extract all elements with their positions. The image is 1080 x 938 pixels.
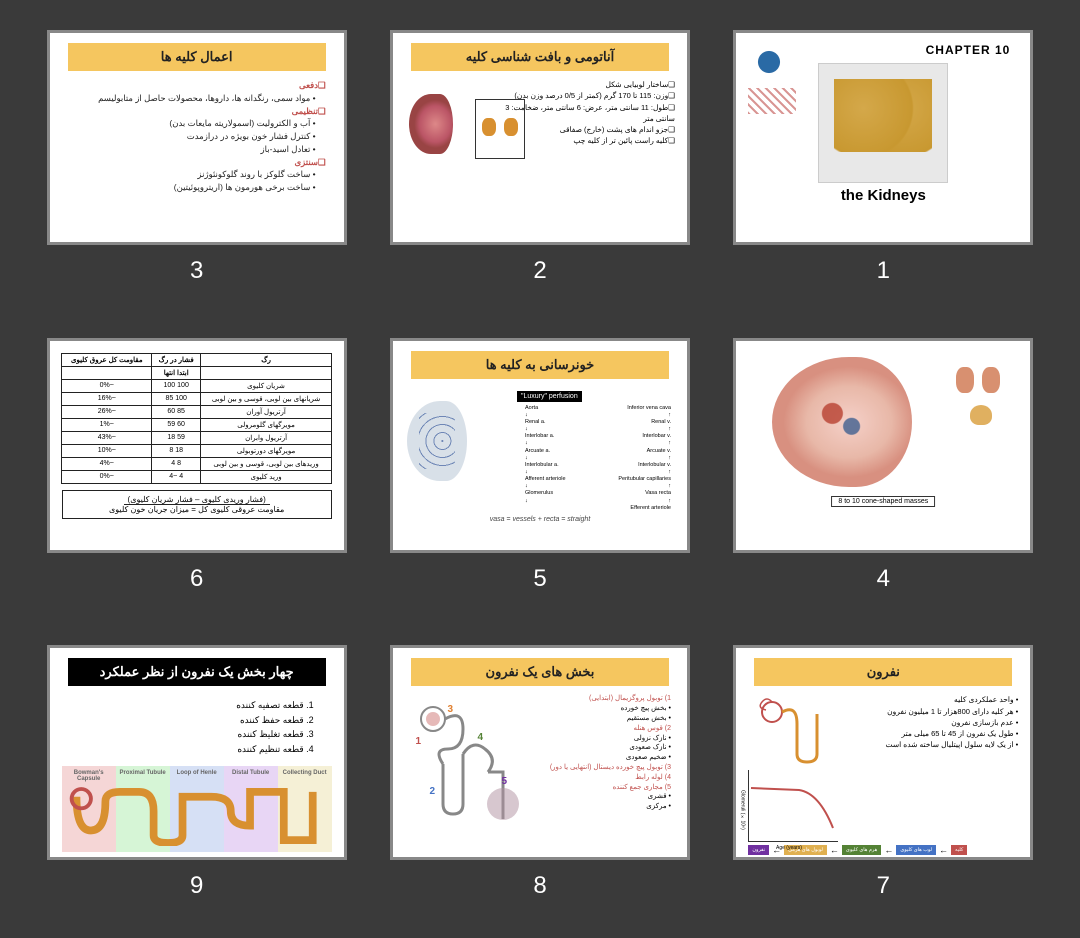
svg-text:4: 4 [477, 732, 483, 743]
kidney-photo [818, 63, 948, 183]
svg-text:5: 5 [501, 776, 507, 787]
nephron-segments: Bowman's CapsuleProximal TubuleLoop of H… [62, 766, 332, 852]
nephron-diagram: 3 1 2 4 5 [403, 694, 533, 824]
slide-title: the Kidneys [736, 187, 1030, 204]
cell-4: 8 to 10 cone-shaped masses 4 [732, 338, 1035, 601]
age-glomeruli-chart: Age (years) Glomeruli (×10⁶) [748, 770, 838, 842]
slide-8[interactable]: بخش های یک نفرون 1) توبول پروگزیمال (ابت… [390, 645, 690, 860]
banner: اعمال کلیه ها [68, 43, 326, 71]
nephron-facts: • واحد عملکردی کلیه• هر کلیه دارای 800هز… [842, 694, 1018, 842]
kidney-vascular-figure [401, 391, 511, 501]
svg-text:1: 1 [415, 736, 421, 747]
dna-icon [748, 88, 796, 114]
function-list: 1. قطعه تصفیه کننده2. قطعه حفظ کننده3. ق… [50, 694, 344, 760]
svg-text:2: 2 [429, 786, 435, 797]
cell-1: CHAPTER 10 the Kidneys 1 [732, 30, 1035, 293]
cell-8: بخش های یک نفرون 1) توبول پروگزیمال (ابت… [388, 645, 691, 908]
slide-4[interactable]: 8 to 10 cone-shaped masses [733, 338, 1033, 553]
banner: آناتومی و بافت شناسی کلیه [411, 43, 669, 71]
svg-text:3: 3 [447, 704, 453, 715]
slide-number: 3 [190, 257, 203, 285]
resistance-table: رگفشار در رگمقاومت کل عروق کلیویابتدا ان… [61, 353, 331, 484]
flow-equation: (فشار وریدی کلیوی – فشار شریان کلیوی) مق… [62, 490, 332, 519]
slide-9[interactable]: چهار بخش یک نفرون از نظر عملکرد 1. قطعه … [47, 645, 347, 860]
banner: خونرسانی به کلیه ها [411, 351, 669, 379]
nephron-icon [752, 694, 838, 766]
kidney-cross-section-figure: 8 to 10 cone-shaped masses [746, 351, 1020, 511]
slide-2[interactable]: آناتومی و بافت شناسی کلیه ❑ساختار لوبیای… [390, 30, 690, 245]
slide-number: 4 [877, 565, 890, 593]
university-logo-icon [750, 43, 788, 81]
banner: چهار بخش یک نفرون از نظر عملکرد [68, 658, 326, 686]
slide-1[interactable]: CHAPTER 10 the Kidneys [733, 30, 1033, 245]
kidney-figure [405, 79, 485, 179]
caption: 8 to 10 cone-shaped masses [831, 496, 935, 507]
slide-number: 2 [533, 257, 546, 285]
cell-9: چهار بخش یک نفرون از نظر عملکرد 1. قطعه … [45, 645, 348, 908]
slide-number: 1 [877, 257, 890, 285]
slide-number: 6 [190, 565, 203, 593]
slide-number: 7 [877, 872, 890, 900]
blood-flow-chart: "Luxury" perfusion AortaInferior vena ca… [517, 391, 679, 512]
banner: نفرون [754, 658, 1012, 686]
slide-number: 9 [190, 872, 203, 900]
banner: بخش های یک نفرون [411, 658, 669, 686]
nephron-parts-list: 1) توبول پروگزیمال (ابتدایی)• بخش پیچ خو… [539, 694, 677, 824]
slide-5[interactable]: خونرسانی به کلیه ها "Luxury" perfusion A… [390, 338, 690, 553]
slide-grid: اعمال کلیه ها ❑دفعی• مواد سمی، رنگدانه ه… [45, 30, 1035, 908]
slide-3[interactable]: اعمال کلیه ها ❑دفعی• مواد سمی، رنگدانه ه… [47, 30, 347, 245]
slide-6[interactable]: رگفشار در رگمقاومت کل عروق کلیویابتدا ان… [47, 338, 347, 553]
slide-7[interactable]: نفرون • واحد عملکردی کلیه• هر کلیه دارای… [733, 645, 1033, 860]
footnote: vasa = vessels + recta = straight [393, 516, 687, 523]
slide3-list: ❑دفعی• مواد سمی، رنگدانه ها، داروها، محص… [50, 79, 344, 194]
slide-number: 8 [533, 872, 546, 900]
cell-6: رگفشار در رگمقاومت کل عروق کلیویابتدا ان… [45, 338, 348, 601]
cell-7: نفرون • واحد عملکردی کلیه• هر کلیه دارای… [732, 645, 1035, 908]
cell-5: خونرسانی به کلیه ها "Luxury" perfusion A… [388, 338, 691, 601]
slide-number: 5 [533, 565, 546, 593]
cell-3: اعمال کلیه ها ❑دفعی• مواد سمی، رنگدانه ه… [45, 30, 348, 293]
cell-2: آناتومی و بافت شناسی کلیه ❑ساختار لوبیای… [388, 30, 691, 293]
